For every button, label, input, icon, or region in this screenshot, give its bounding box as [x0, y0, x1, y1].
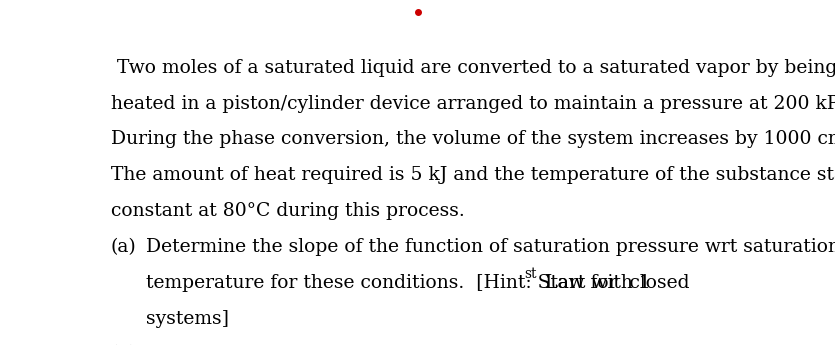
Text: constant at 80°C during this process.: constant at 80°C during this process. [111, 202, 464, 220]
Text: heated in a piston/cylinder device arranged to maintain a pressure at 200 kPa.: heated in a piston/cylinder device arran… [111, 95, 835, 112]
Text: st: st [524, 267, 537, 281]
Text: Two moles of a saturated liquid are converted to a saturated vapor by being: Two moles of a saturated liquid are conv… [111, 59, 835, 77]
Text: (a): (a) [111, 238, 137, 256]
Text: The amount of heat required is 5 kJ and the temperature of the substance stays: The amount of heat required is 5 kJ and … [111, 166, 835, 184]
Text: temperature for these conditions.  [Hint: Start with 1: temperature for these conditions. [Hint:… [146, 274, 651, 292]
Text: Determine the slope of the function of saturation pressure wrt saturation: Determine the slope of the function of s… [146, 238, 835, 256]
Text: During the phase conversion, the volume of the system increases by 1000 cm³.: During the phase conversion, the volume … [111, 130, 835, 148]
Text: systems]: systems] [146, 310, 230, 328]
Text: Law for  closed: Law for closed [539, 274, 690, 292]
